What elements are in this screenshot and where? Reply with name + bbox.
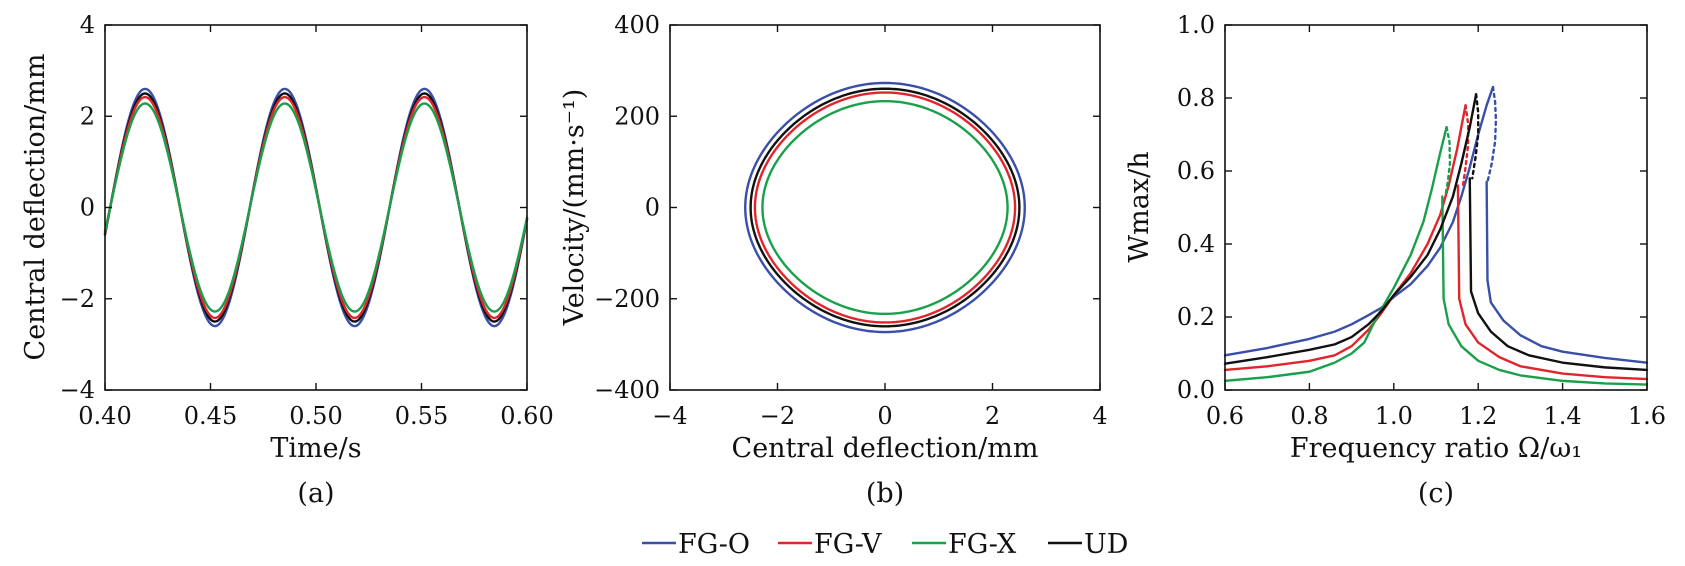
panel-a-xtick-label: 0.45 (184, 402, 237, 430)
panel-b-ytick-label: −400 (594, 376, 660, 404)
panel-b-series-fg-v (753, 91, 1017, 324)
panel-c-xlabel: Frequency ratio Ω/ω₁ (1290, 433, 1582, 464)
panel-a-xtick-label: 0.50 (289, 402, 342, 430)
panel-c: 0.6 0.8 1.0 1.2 1.4 1.6 0.0 0.2 0.4 0.6 0.8 1.0 Fre… (1124, 11, 1666, 509)
panel-a-xlabel: Time/s (270, 433, 361, 464)
panel-c-ytick-label: 0.0 (1177, 376, 1215, 404)
panel-c-ytick-label: 0.6 (1177, 157, 1215, 185)
panel-a-ytick-label: −4 (60, 376, 95, 404)
panel-c-xtick-label: 1.4 (1544, 402, 1582, 430)
panel-c-series-ud-unstable (1471, 93, 1480, 180)
panel-b-ticks: −4 −2 0 2 4 −400 −200 0 200 400 (594, 11, 1108, 430)
panel-c-frame (1224, 24, 1648, 391)
panel-c-ytick-label: 1.0 (1177, 11, 1215, 39)
legend-label-fg-o: FG-O (678, 529, 750, 560)
panel-b: −4 −2 0 2 4 −400 −200 0 200 400 Central deflectio… (559, 11, 1108, 509)
panel-b-series-fg-x (761, 99, 1009, 316)
panel-a-ytick-label: 2 (80, 102, 95, 130)
panel-c-curves (1223, 85, 1649, 386)
legend-label-ud: UD (1084, 529, 1128, 560)
panel-a-series-fg-v (103, 95, 529, 320)
panel-c-series-fg-o (1485, 180, 1649, 364)
panel-b-ytick-label: 200 (614, 102, 660, 130)
panel-b-xtick-label: −2 (760, 402, 795, 430)
panel-c-series-fg-x (1441, 195, 1649, 386)
panel-a-ylabel: Central deflection/mm (20, 54, 51, 361)
panel-a-ticks: 0.40 0.45 0.50 0.55 0.60 −4 −2 0 2 4 (60, 11, 554, 430)
panel-b-series-fg-o (744, 81, 1026, 334)
panel-b-ytick-label: 0 (645, 194, 660, 222)
panel-c-series-fg-v (1456, 184, 1649, 381)
panel-b-xtick-label: 0 (877, 402, 892, 430)
panel-c-ylabel: Wmax/h (1124, 151, 1155, 262)
panel-c-series-ud (1223, 93, 1478, 365)
panel-b-caption: (b) (866, 478, 904, 509)
panel-a-xtick-label: 0.55 (395, 402, 448, 430)
panel-a-ytick-label: −2 (60, 285, 95, 313)
panel-c-series-fg-o (1223, 85, 1495, 357)
panel-a-ytick-label: 4 (80, 11, 95, 39)
panel-a-frame (104, 24, 528, 391)
legend: FG-O FG-V FG-X UD (642, 529, 1128, 560)
panel-c-xtick-label: 1.6 (1628, 402, 1666, 430)
panel-b-ytick-label: 400 (614, 11, 660, 39)
panel-c-ytick-label: 0.8 (1177, 84, 1215, 112)
panel-b-xtick-label: 2 (985, 402, 1000, 430)
panel-c-series-ud (1468, 177, 1649, 372)
legend-label-fg-x: FG-X (948, 529, 1017, 560)
panel-c-xtick-label: 1.0 (1375, 402, 1413, 430)
panel-c-ticks: 0.6 0.8 1.0 1.2 1.4 1.6 0.0 0.2 0.4 0.6 0.8 1.0 (1177, 11, 1666, 430)
panel-b-xtick-label: 4 (1092, 402, 1107, 430)
panel-a: 0.40 0.45 0.50 0.55 0.60 −4 −2 0 2 4 Time/s Centr… (20, 11, 554, 509)
panel-a-curves (103, 87, 529, 328)
panel-c-series-fg-v (1223, 104, 1467, 372)
legend-label-fg-v: FG-V (814, 529, 882, 560)
panel-c-caption: (c) (1418, 478, 1454, 509)
panel-a-xtick-label: 0.40 (78, 402, 131, 430)
panel-a-caption: (a) (297, 478, 334, 509)
panel-b-series-ud (749, 87, 1021, 328)
panel-c-ytick-label: 0.2 (1177, 303, 1215, 331)
panel-a-series-fg-o (103, 87, 529, 328)
panel-c-xtick-label: 1.2 (1459, 402, 1497, 430)
panel-a-series-fg-x (103, 102, 529, 313)
panel-b-curves (744, 81, 1026, 334)
panel-c-series-fg-x-unstable (1444, 125, 1452, 198)
panel-b-xtick-label: −4 (652, 402, 687, 430)
panel-a-ytick-label: 0 (80, 194, 95, 222)
panel-a-xtick-label: 0.60 (500, 402, 553, 430)
panel-b-ytick-label: −200 (594, 285, 660, 313)
panel-b-xlabel: Central deflection/mm (732, 433, 1039, 464)
panel-b-ylabel: Velocity/(mm·s⁻¹) (559, 89, 590, 327)
panel-c-xtick-label: 0.6 (1206, 402, 1244, 430)
panel-c-xtick-label: 0.8 (1290, 402, 1328, 430)
panel-b-frame (669, 24, 1101, 391)
panel-a-series-ud (103, 92, 529, 323)
panel-c-ytick-label: 0.4 (1177, 230, 1215, 258)
panel-c-series-fg-o-unstable (1486, 85, 1498, 184)
